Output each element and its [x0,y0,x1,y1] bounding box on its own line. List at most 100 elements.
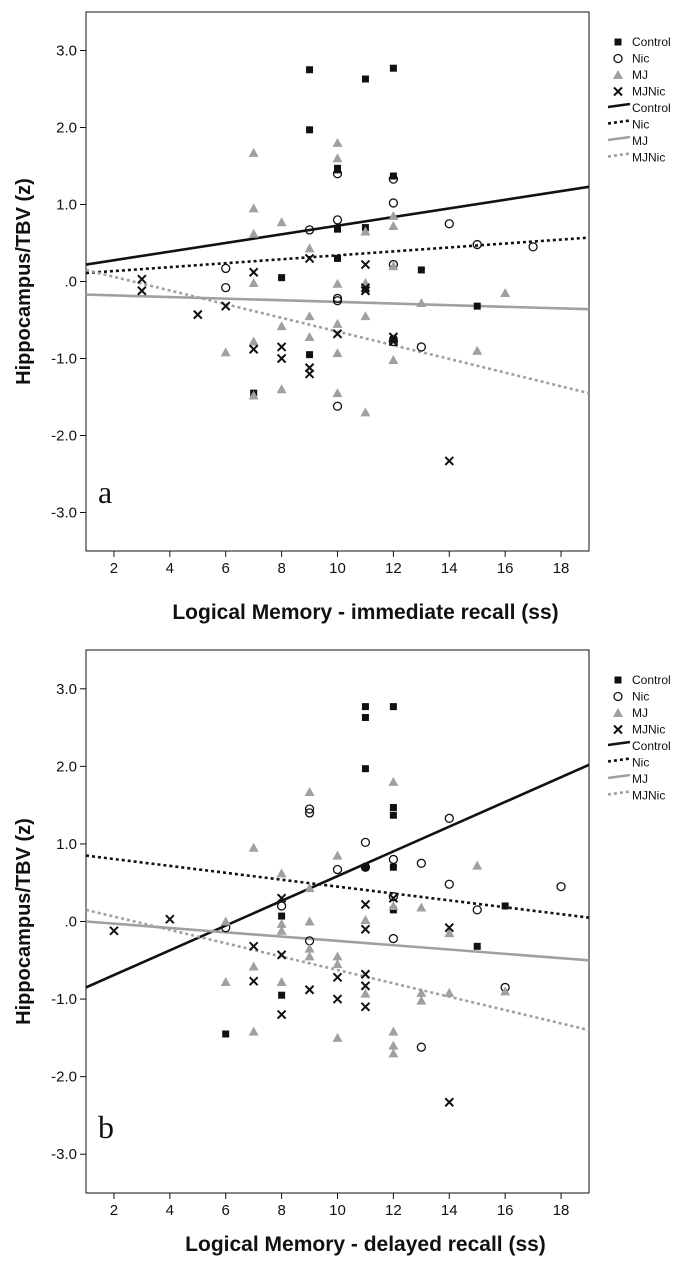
legend-marker-nic [613,691,623,702]
point-mj [416,902,427,912]
point-control [278,991,286,999]
legend-marker-nic [613,53,623,64]
legend-label: MJ [632,134,648,148]
point-mj [248,1026,259,1036]
point-mjnic [360,1002,371,1012]
panel-label: a [98,474,112,510]
point-mj [360,914,371,924]
legend-line-nic [607,757,631,763]
point-mj [248,842,259,852]
point-mj [388,900,399,910]
point-nic [332,215,343,225]
legend-label: MJNic [632,151,665,165]
point-mj [220,347,231,357]
legend-line-mjnic [607,790,631,796]
x-tick-label: 8 [277,560,285,577]
point-nic [276,901,287,911]
point-control [361,285,369,293]
point-mj [304,951,315,961]
point-mjnic [332,972,343,983]
point-mj [304,943,315,953]
legend: Control Nic MJ MJNic Control Nic MJ MJNic [607,673,671,803]
plot-area [86,64,589,466]
point-control [278,912,286,920]
point-mjnic [444,456,454,466]
legend-label: MJNic [632,723,665,737]
point-mj [248,278,259,288]
legend-label: Nic [632,118,649,132]
point-mjnic [109,926,119,936]
point-mj [416,995,427,1005]
legend-marker-mj [613,70,623,79]
point-mj [304,311,315,321]
point-mjnic [248,344,259,354]
x-axis-label: Logical Memory - delayed recall (ss) [185,1233,546,1256]
point-mj [276,384,287,394]
point-mj [332,850,343,860]
legend-line-mj [607,135,631,142]
legend-label: Control [632,739,671,753]
point-mj [500,986,511,996]
point-nic [304,804,315,814]
x-tick-label: 10 [329,1202,346,1219]
plot-frame [85,649,590,1194]
point-mjnic [360,259,371,270]
point-nic [388,854,399,865]
point-control [501,902,509,910]
y-tick-label: 2.0 [56,758,77,775]
point-mjnic [248,941,259,952]
point-mj [444,987,455,997]
point-mjnic [276,342,287,352]
point-mj [248,390,259,400]
legend-label: MJNic [632,789,665,803]
point-mj [276,918,287,928]
point-mjnic [248,976,259,986]
point-mj [276,925,287,935]
point-mj [388,211,399,221]
point-mjnic [276,353,287,364]
fit-line-mjnic [86,908,589,1032]
point-mjnic [276,950,287,960]
point-nic [332,296,343,306]
legend-label: Control [632,101,671,115]
point-mjnic [360,969,371,979]
x-tick-label: 18 [553,1202,570,1219]
point-nic [472,905,482,915]
point-mjnic [332,994,343,1004]
point-mj [248,336,259,346]
y-tick-label: .0 [64,914,77,931]
point-mjnic [304,253,315,264]
point-nic [332,401,343,411]
point-nic [388,892,399,902]
point-mj [332,278,343,288]
x-tick-label: 14 [441,560,458,577]
point-mj [388,355,399,365]
point-mjnic [360,981,371,991]
point-mj [472,860,483,870]
point-mjnic [332,329,343,339]
point-control [361,75,369,83]
legend-label: MJ [632,68,648,82]
panel-label: b [98,1109,114,1145]
point-mj [332,348,343,358]
point-control [389,863,397,871]
x-tick-label: 4 [166,1202,174,1219]
legend-label: Nic [632,690,649,704]
fit-line-mjnic [86,268,589,395]
point-mj [304,331,315,341]
point-nic [304,225,315,235]
point-control [306,126,314,134]
legend-marker-control [614,676,622,684]
point-mj [472,345,483,355]
point-control [389,172,397,180]
fit-line-mj [86,920,589,962]
point-mj [416,987,427,997]
point-nic [388,198,399,208]
point-mj [304,243,315,253]
point-nic [556,881,566,892]
point-nic [444,813,454,823]
x-tick-label: 6 [222,1202,230,1219]
point-mj [220,977,231,987]
legend: Control Nic MJ MJNic Control Nic MJ MJNic [607,35,671,165]
y-tick-label: 3.0 [56,43,77,60]
